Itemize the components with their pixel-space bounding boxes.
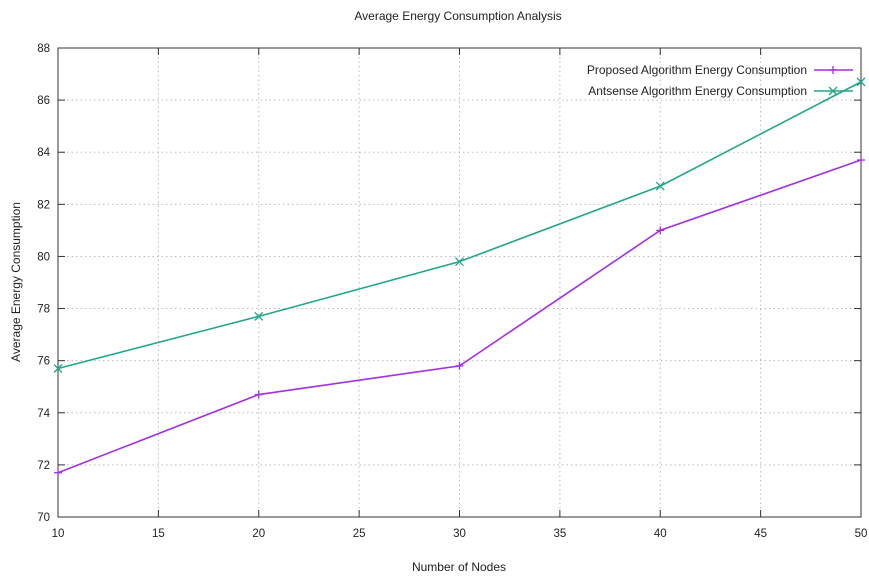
legend-marker-proposed — [829, 66, 837, 74]
x-tick-label: 30 — [453, 528, 466, 540]
data-point-antsense — [455, 257, 464, 267]
x-tick-label: 20 — [252, 528, 265, 540]
y-tick-label: 88 — [37, 43, 50, 55]
chart-title: Average Energy Consumption Analysis — [354, 9, 561, 23]
y-tick-label: 78 — [37, 304, 50, 316]
x-axis-title: Number of Nodes — [412, 560, 506, 574]
x-tick-label: 50 — [855, 528, 868, 540]
y-tick-label: 74 — [37, 408, 50, 420]
x-tick-label: 40 — [654, 528, 667, 540]
y-tick-label: 72 — [37, 460, 50, 472]
legend-marker-antsense — [828, 86, 838, 96]
data-point-antsense — [254, 311, 264, 321]
data-point-proposed — [857, 156, 865, 165]
x-tick-label: 10 — [52, 528, 65, 540]
y-tick-label: 76 — [37, 356, 50, 368]
x-tick-label: 15 — [152, 528, 165, 540]
legend-label-proposed: Proposed Algorithm Energy Consumption — [587, 63, 807, 77]
axis-ticks: 10 15 20 25 30 35 40 45 50 70 72 74 76 78 80 82 84 86 88 — [37, 43, 867, 540]
data-point-proposed — [656, 226, 665, 235]
data-point-antsense — [53, 364, 63, 373]
grid-lines — [58, 48, 861, 517]
y-tick-label: 80 — [37, 251, 50, 263]
y-tick-label: 70 — [37, 512, 50, 524]
x-tick-label: 35 — [553, 528, 566, 540]
y-tick-label: 82 — [37, 199, 50, 211]
y-tick-label: 86 — [37, 95, 50, 107]
data-point-antsense — [655, 181, 665, 191]
series-group — [53, 77, 866, 477]
x-tick-label: 45 — [754, 528, 767, 540]
x-tick-label: 25 — [353, 528, 366, 540]
data-point-proposed — [54, 468, 62, 477]
legend: Proposed Algorithm Energy Consumption Ant… — [587, 63, 853, 98]
data-point-antsense — [856, 77, 866, 87]
y-tick-label: 84 — [37, 147, 50, 159]
data-point-proposed — [455, 361, 464, 370]
data-point-proposed — [254, 390, 263, 399]
legend-label-antsense: Antsense Algorithm Energy Consumption — [588, 84, 807, 98]
y-axis-title: Average Energy Consumption — [9, 202, 23, 362]
